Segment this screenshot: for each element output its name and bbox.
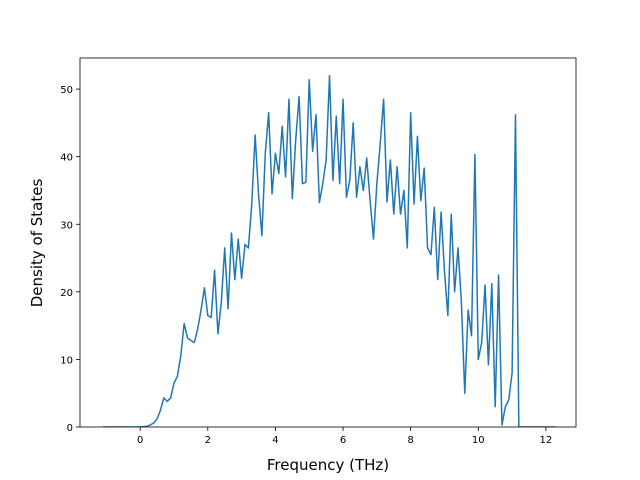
- plot-frame: [79, 57, 577, 428]
- x-tick-label: 12: [540, 435, 553, 446]
- x-tick-label: 2: [205, 435, 211, 446]
- x-tick-label: 8: [407, 435, 413, 446]
- x-tick-label: 6: [340, 435, 346, 446]
- y-tick-label: 0: [67, 423, 73, 434]
- y-tick-label: 40: [60, 153, 73, 164]
- x-tick-label: 10: [472, 435, 485, 446]
- x-tick-label: 4: [272, 435, 278, 446]
- x-axis-label: Frequency (THz): [267, 456, 389, 474]
- y-tick-label: 10: [60, 355, 73, 366]
- x-tick-label: 0: [137, 435, 143, 446]
- y-tick-label: 50: [60, 85, 73, 96]
- y-tick-label: 20: [60, 288, 73, 299]
- y-tick-label: 30: [60, 220, 73, 231]
- y-axis-label: Density of States: [28, 179, 46, 308]
- data-line: [102, 74, 557, 427]
